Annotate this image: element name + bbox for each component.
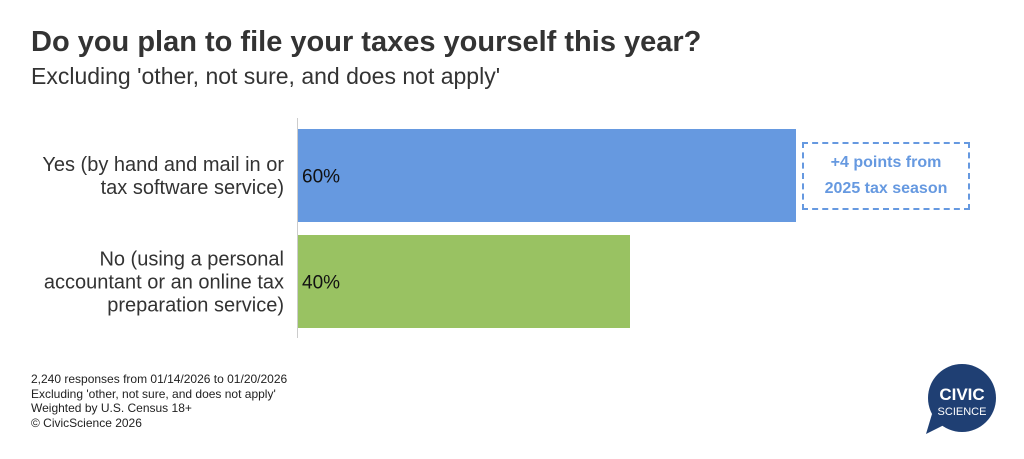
category-label-line: Yes (by hand and mail in or	[42, 154, 284, 176]
footnote-copyright: © CivicScience 2026	[31, 415, 142, 430]
category-label-line: preparation service)	[107, 295, 284, 317]
footnotes: 2,240 responses from 01/14/2026 to 01/20…	[31, 372, 287, 430]
footnote-responses: 2,240 responses from 01/14/2026 to 01/20…	[31, 372, 288, 386]
chart-subtitle: Excluding 'other, not sure, and does not…	[31, 63, 501, 89]
logo-text-science: SCIENCE	[938, 406, 987, 418]
footnote-exclusion: Excluding 'other, not sure, and does not…	[31, 386, 276, 401]
bars-group	[298, 129, 796, 328]
chart-title: Do you plan to file your taxes yourself …	[31, 26, 702, 58]
value-label-yes: 60%	[302, 167, 340, 188]
bar-no	[298, 235, 630, 328]
logo-bubble-tail	[926, 414, 946, 434]
category-label-no: No (using a personal accountant or an onl…	[44, 249, 284, 317]
change-callout: +4 points from 2025 tax season	[802, 142, 970, 210]
callout-line-1: +4 points from	[830, 154, 942, 171]
category-label-line: accountant or an online tax	[44, 272, 284, 294]
value-label-no: 40%	[302, 273, 340, 294]
labels-group: 60% Yes (by hand and mail in or tax softwa…	[42, 154, 340, 317]
category-label-line: No (using a personal	[99, 249, 284, 271]
bar-yes	[298, 129, 796, 222]
logo-bubble	[928, 364, 996, 432]
category-label-line: tax software service)	[101, 177, 284, 199]
logo-text-civic: CIVIC	[939, 385, 984, 404]
footnote-weighting: Weighted by U.S. Census 18+	[31, 401, 192, 415]
callout-line-2: 2025 tax season	[824, 180, 948, 197]
category-label-yes: Yes (by hand and mail in or tax software …	[42, 154, 284, 199]
civicscience-logo: CIVIC SCIENCE	[926, 364, 996, 434]
